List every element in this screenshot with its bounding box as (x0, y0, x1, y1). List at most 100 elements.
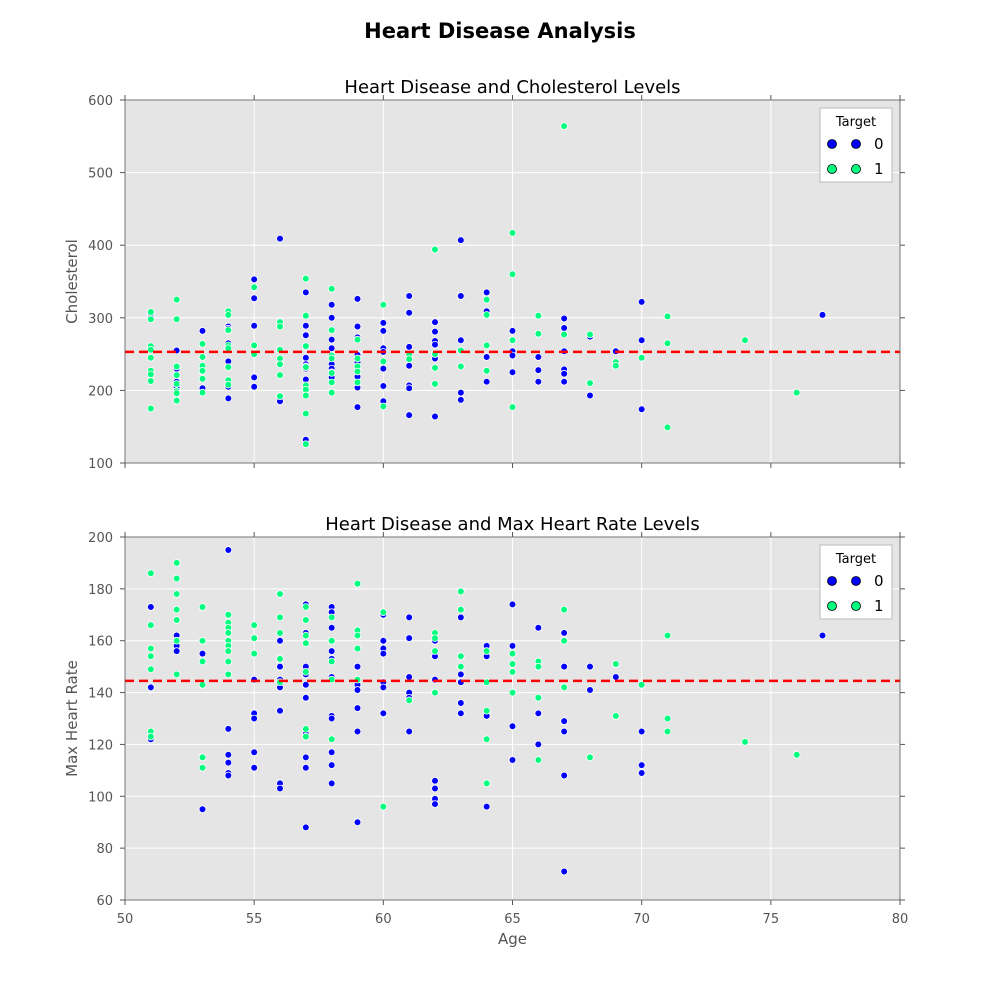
data-point (560, 330, 568, 339)
x-tick-label: 65 (504, 912, 521, 927)
data-point (198, 388, 207, 397)
data-point (405, 292, 413, 300)
data-point (457, 670, 465, 679)
data-point (327, 647, 336, 655)
data-point (379, 364, 388, 373)
data-point (379, 709, 388, 718)
data-point (457, 709, 465, 718)
data-point (405, 361, 413, 370)
data-point (508, 668, 517, 676)
data-point (508, 600, 517, 609)
data-point (612, 660, 620, 668)
x-axis-label: Age (498, 930, 527, 948)
data-point (508, 336, 517, 345)
data-point (663, 631, 672, 640)
data-point (405, 696, 413, 705)
data-point (327, 613, 336, 622)
data-point (663, 312, 672, 321)
data-point (353, 367, 362, 376)
data-point (147, 603, 155, 611)
data-point (327, 354, 336, 363)
data-point (457, 362, 465, 371)
data-point (327, 761, 336, 769)
data-point (534, 709, 543, 718)
data-point (198, 636, 207, 645)
data-point (534, 377, 543, 386)
data-point (508, 688, 517, 697)
data-point (276, 322, 284, 331)
data-point (431, 245, 439, 254)
data-point (379, 327, 388, 335)
data-point (560, 369, 568, 378)
data-point (327, 378, 336, 387)
data-point (586, 391, 594, 400)
data-point (302, 353, 310, 362)
series-1 (147, 122, 801, 448)
data-point (741, 336, 749, 345)
data-point (302, 342, 310, 350)
data-point (172, 559, 181, 567)
data-point (353, 818, 362, 827)
data-point (431, 784, 439, 793)
data-point (302, 753, 310, 762)
data-point (172, 362, 181, 371)
data-point (534, 366, 543, 374)
data-point (224, 750, 233, 759)
data-point (405, 355, 413, 363)
data-point (379, 649, 388, 658)
data-point (276, 662, 284, 671)
data-point (637, 727, 646, 736)
data-point (172, 574, 181, 583)
data-point (612, 673, 620, 681)
data-point (198, 763, 207, 772)
data-point (534, 311, 543, 320)
data-point (327, 636, 336, 645)
data-point (276, 371, 284, 379)
data-point (302, 616, 310, 624)
data-point (327, 284, 336, 293)
data-point (482, 735, 491, 744)
data-point (560, 377, 568, 386)
legend-marker (851, 139, 861, 149)
data-point (302, 639, 310, 648)
data-point (224, 394, 233, 403)
chart-title: Heart Disease and Cholesterol Levels (344, 77, 680, 98)
data-point (508, 270, 517, 279)
data-point (302, 631, 310, 640)
data-point (327, 779, 336, 788)
data-point (586, 662, 594, 671)
data-point (534, 353, 543, 361)
data-point (327, 326, 336, 334)
data-point (431, 634, 439, 642)
data-point (560, 727, 568, 736)
data-point (198, 340, 207, 348)
data-point (302, 274, 310, 283)
data-point (431, 688, 439, 697)
data-point (224, 725, 233, 733)
legend-title: Target (835, 115, 876, 130)
data-point (302, 603, 310, 611)
y-tick-label: 60 (96, 894, 113, 909)
data-point (612, 712, 620, 720)
data-point (224, 610, 233, 619)
legend-entry-label: 1 (874, 160, 884, 178)
data-point (224, 670, 233, 679)
data-point (147, 652, 155, 661)
data-point (637, 298, 646, 306)
data-point (327, 714, 336, 723)
data-point (250, 275, 258, 284)
data-point (560, 324, 568, 332)
data-point (276, 706, 284, 715)
data-point (534, 662, 543, 671)
data-point (431, 327, 439, 336)
chart-title: Heart Disease and Max Heart Rate Levels (325, 514, 700, 535)
data-point (224, 363, 233, 371)
data-point (353, 727, 362, 736)
data-point (353, 704, 362, 712)
data-point (379, 802, 388, 811)
data-point (302, 680, 310, 689)
data-point (302, 725, 310, 733)
data-point (302, 732, 310, 741)
data-point (560, 717, 568, 725)
